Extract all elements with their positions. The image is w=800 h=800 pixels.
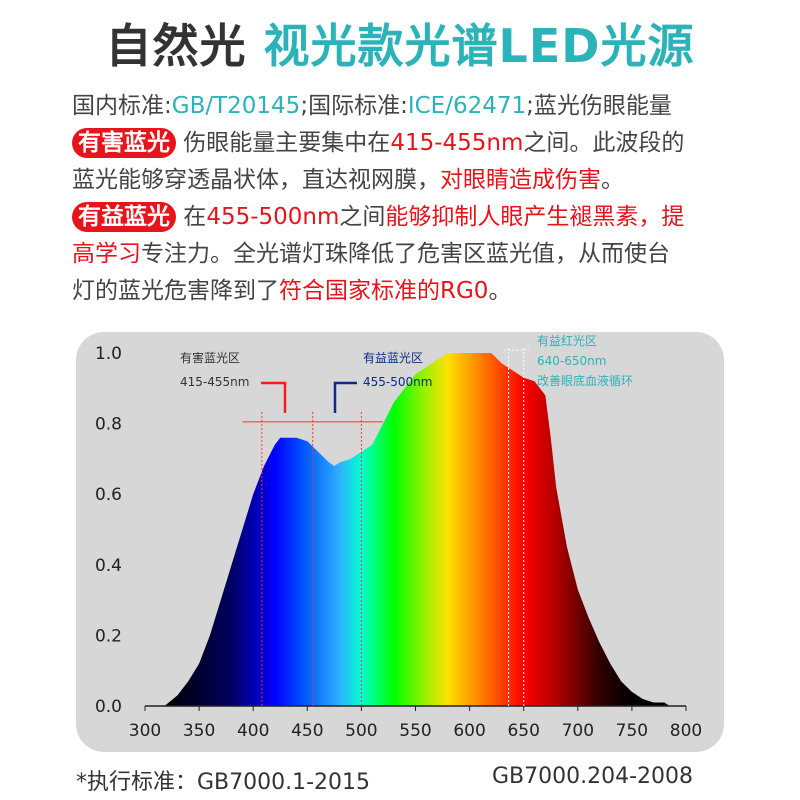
y-tick-label: 0.8 bbox=[95, 415, 122, 435]
x-tick-label: 550 bbox=[399, 721, 431, 741]
y-tick-label: 0.2 bbox=[95, 626, 122, 646]
line-4: 有益蓝光 在455-500nm之间能够抑制人眼产生褪黑素，提 bbox=[72, 199, 742, 236]
description: 国内标准:GB/T20145;国际标准:ICE/62471;蓝光伤眼能量 有害蓝… bbox=[72, 88, 742, 310]
line-1: 国内标准:GB/T20145;国际标准:ICE/62471;蓝光伤眼能量 bbox=[72, 88, 742, 125]
x-tick-label: 700 bbox=[562, 721, 594, 741]
title-part1: 自然光 bbox=[105, 19, 247, 73]
t: GB/T20145 bbox=[171, 93, 301, 119]
beneficial-zone-range: 455-500nm bbox=[363, 375, 432, 389]
t: 415-455nm bbox=[390, 130, 524, 156]
page-title: 自然光 视光款光谱LED光源 bbox=[0, 10, 800, 76]
t: 国内标准: bbox=[72, 93, 172, 119]
y-tick-label: 1.0 bbox=[95, 344, 122, 364]
line-6: 灯的蓝光危害降到了符合国家标准的RG0。 bbox=[72, 273, 742, 310]
x-tick-label: 750 bbox=[616, 721, 648, 741]
beneficial-zone-title: 有益蓝光区 bbox=[363, 351, 423, 365]
harmful-zone-title: 有害蓝光区 bbox=[180, 350, 240, 365]
title-part2: 视光款光谱LED光源 bbox=[263, 19, 695, 73]
beneficial-blue-badge: 有益蓝光 bbox=[72, 202, 176, 232]
t: 。 bbox=[488, 278, 512, 304]
x-tick-label: 400 bbox=[237, 721, 269, 741]
t: 伤眼能量主要集中在 bbox=[176, 130, 391, 156]
harmful-zone-range: 415-455nm bbox=[180, 375, 249, 389]
x-tick-label: 450 bbox=[291, 721, 323, 741]
x-tick-label: 500 bbox=[345, 721, 377, 741]
x-tick-label: 300 bbox=[129, 721, 161, 741]
standard-right: GB7000.204-2008 bbox=[492, 764, 694, 789]
beneficial-pointer bbox=[333, 381, 357, 413]
line-2: 有害蓝光 伤眼能量主要集中在415-455nm之间。此波段的 bbox=[72, 125, 742, 162]
t: 灯的蓝光危害降到了 bbox=[72, 278, 279, 304]
t: 对眼睛造成伤害 bbox=[440, 167, 601, 193]
t: ;国际标准: bbox=[300, 93, 408, 119]
x-tick-label: 650 bbox=[507, 721, 539, 741]
t: 能够抑制人眼产生褪黑素，提 bbox=[385, 204, 685, 230]
spectrum-area bbox=[164, 353, 670, 706]
t: 之间 bbox=[339, 204, 386, 230]
x-tick-label: 800 bbox=[670, 721, 702, 741]
t: 在 bbox=[176, 204, 207, 230]
t: 。 bbox=[601, 167, 624, 193]
t: 符合国家标准的RG0 bbox=[279, 278, 489, 304]
t: 之间。此波段的 bbox=[523, 130, 685, 156]
line-5: 高学习专注力。全光谱灯珠降低了危害区蓝光值，从而使台 bbox=[72, 236, 742, 273]
harmful-blue-badge: 有害蓝光 bbox=[72, 128, 176, 158]
t: 高学习 bbox=[72, 241, 141, 267]
x-tick-label: 600 bbox=[453, 721, 485, 741]
red-zone-note: 改善眼底血液循环 bbox=[537, 373, 633, 388]
harmful-pointer bbox=[261, 381, 287, 413]
standard-left: *执行标准：GB7000.1-2015 bbox=[76, 770, 371, 795]
t: ;蓝光伤眼能量 bbox=[526, 93, 672, 119]
x-tick-label: 350 bbox=[183, 721, 215, 741]
t: ICE/62471 bbox=[407, 93, 527, 119]
y-tick-label: 0.0 bbox=[95, 697, 122, 717]
red-zone-title: 有益红光区 bbox=[537, 333, 597, 348]
line-3: 蓝光能够穿透晶状体，直达视网膜，对眼睛造成伤害。 bbox=[72, 162, 742, 199]
red-zone-range: 640-650nm bbox=[537, 354, 606, 368]
t: 455-500nm bbox=[206, 204, 340, 230]
t: 蓝光能够穿透晶状体，直达视网膜， bbox=[72, 167, 440, 193]
y-tick-label: 0.6 bbox=[95, 485, 122, 505]
t: 专注力。全光谱灯珠降低了危害区蓝光值，从而使台 bbox=[141, 241, 670, 267]
y-tick-label: 0.4 bbox=[95, 556, 122, 576]
